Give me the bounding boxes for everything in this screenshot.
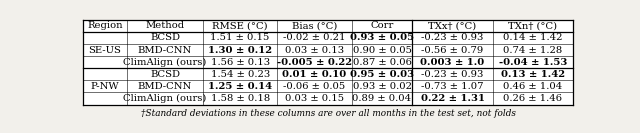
- Text: BCSD: BCSD: [150, 70, 180, 79]
- Text: 0.03 ± 0.15: 0.03 ± 0.15: [285, 94, 344, 103]
- Text: 0.46 ± 1.04: 0.46 ± 1.04: [503, 82, 563, 91]
- Text: 0.93 ± 0.02: 0.93 ± 0.02: [353, 82, 412, 91]
- Text: ClimAlign (ours): ClimAlign (ours): [124, 58, 207, 67]
- Text: 0.13 ± 1.42: 0.13 ± 1.42: [500, 70, 565, 79]
- Text: 0.14 ± 1.42: 0.14 ± 1.42: [503, 34, 563, 42]
- Text: 0.01 ± 0.10: 0.01 ± 0.10: [282, 70, 347, 79]
- Text: P-NW: P-NW: [91, 82, 120, 91]
- Text: 0.003 ± 1.0: 0.003 ± 1.0: [420, 58, 484, 67]
- Text: TXx† (°C): TXx† (°C): [428, 21, 477, 30]
- Text: -0.02 ± 0.21: -0.02 ± 0.21: [284, 34, 346, 42]
- Bar: [83, 20, 573, 105]
- Text: Method: Method: [145, 21, 184, 30]
- Text: BMD-CNN: BMD-CNN: [138, 46, 192, 55]
- Text: 1.58 ± 0.18: 1.58 ± 0.18: [211, 94, 270, 103]
- Text: 1.56 ± 0.13: 1.56 ± 0.13: [211, 58, 269, 67]
- Text: Region: Region: [87, 21, 123, 30]
- Text: Bias (°C): Bias (°C): [292, 21, 337, 30]
- Text: -0.23 ± 0.93: -0.23 ± 0.93: [421, 34, 484, 42]
- Text: 0.89 ± 0.04: 0.89 ± 0.04: [353, 94, 412, 103]
- Text: -0.04 ± 1.53: -0.04 ± 1.53: [499, 58, 567, 67]
- Text: ClimAlign (ours): ClimAlign (ours): [124, 94, 207, 103]
- Text: BMD-CNN: BMD-CNN: [138, 82, 192, 91]
- Text: -0.23 ± 0.93: -0.23 ± 0.93: [421, 70, 484, 79]
- Text: 1.51 ± 0.15: 1.51 ± 0.15: [211, 34, 270, 42]
- Text: -0.73 ± 1.07: -0.73 ± 1.07: [421, 82, 484, 91]
- Text: 0.74 ± 1.28: 0.74 ± 1.28: [503, 46, 563, 55]
- Text: -0.06 ± 0.05: -0.06 ± 0.05: [284, 82, 346, 91]
- Text: 0.26 ± 1.46: 0.26 ± 1.46: [503, 94, 563, 103]
- Text: 1.30 ± 0.12: 1.30 ± 0.12: [208, 46, 272, 55]
- Text: SE-US: SE-US: [88, 46, 122, 55]
- Text: 0.90 ± 0.05: 0.90 ± 0.05: [353, 46, 412, 55]
- Text: Corr: Corr: [371, 21, 394, 30]
- Text: -0.56 ± 0.79: -0.56 ± 0.79: [421, 46, 484, 55]
- Text: 0.95 ± 0.03: 0.95 ± 0.03: [350, 70, 414, 79]
- Text: 0.87 ± 0.06: 0.87 ± 0.06: [353, 58, 412, 67]
- Text: †Standard deviations in these columns are over all months in the test set, not f: †Standard deviations in these columns ar…: [141, 109, 515, 118]
- Text: RMSE (°C): RMSE (°C): [212, 21, 268, 30]
- Text: 1.54 ± 0.23: 1.54 ± 0.23: [211, 70, 270, 79]
- Text: 0.93 ± 0.05: 0.93 ± 0.05: [350, 34, 414, 42]
- Text: 0.22 ± 1.31: 0.22 ± 1.31: [420, 94, 484, 103]
- Text: 0.03 ± 0.13: 0.03 ± 0.13: [285, 46, 344, 55]
- Text: BCSD: BCSD: [150, 34, 180, 42]
- Text: -0.005 ± 0.22: -0.005 ± 0.22: [277, 58, 352, 67]
- Text: TXn† (°C): TXn† (°C): [508, 21, 557, 30]
- Text: 1.25 ± 0.14: 1.25 ± 0.14: [208, 82, 272, 91]
